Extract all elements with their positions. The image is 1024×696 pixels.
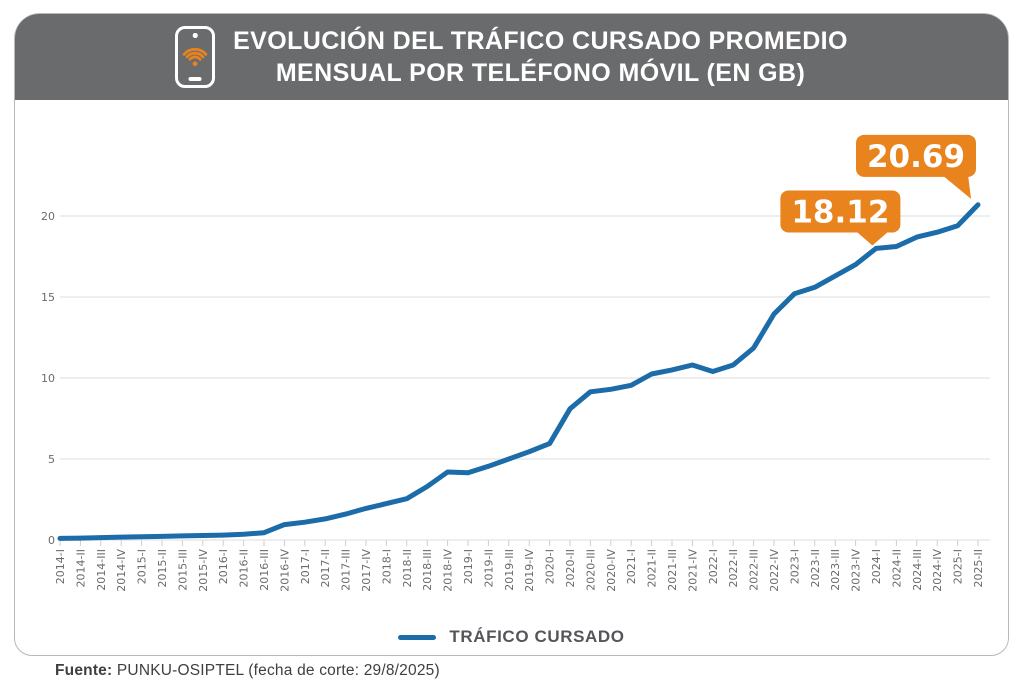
x-axis-label-2014-IV: 2014-IV (115, 549, 128, 592)
y-axis-label-5: 5 (48, 453, 55, 466)
callout-box-2025-II (856, 134, 976, 177)
x-axis-label-2019-II: 2019-II (482, 549, 495, 587)
x-axis-label-2018-III: 2018-III (421, 549, 434, 591)
x-axis-label-2017-III: 2017-III (340, 549, 353, 591)
callout-pointer-2024-II (856, 231, 889, 246)
wifi-icon (182, 47, 208, 67)
x-axis-label-2021-IV: 2021-IV (686, 549, 699, 592)
y-axis-label-20: 20 (41, 210, 55, 223)
x-axis-label-2024-II: 2024-II (890, 549, 903, 587)
x-axis-label-2018-I: 2018-I (380, 549, 393, 584)
x-axis-label-2014-I: 2014-I (54, 549, 67, 584)
x-axis-label-2015-II: 2015-II (156, 549, 169, 587)
source-text: PUNKU-OSIPTEL (fecha de corte: 29/8/2025… (112, 662, 440, 679)
y-axis-label-0: 0 (48, 534, 55, 547)
x-axis-label-2020-III: 2020-III (584, 549, 597, 591)
x-axis-label-2020-IV: 2020-IV (605, 549, 618, 592)
x-axis-label-2018-II: 2018-II (401, 549, 414, 587)
x-axis-label-2023-II: 2023-II (809, 549, 822, 587)
x-axis-label-2017-IV: 2017-IV (360, 549, 373, 592)
phone-wifi-icon (175, 26, 216, 88)
x-axis-label-2020-I: 2020-I (544, 549, 557, 584)
chart-area: 0 5 10 15 20 2014-I 2014-II 2014-III 2014-IV 2015… (15, 100, 1007, 619)
y-axis-label-15: 15 (41, 291, 55, 304)
legend-line-swatch (398, 634, 437, 640)
x-axis-label-2017-I: 2017-I (299, 549, 312, 584)
x-axis-label-2023-IV: 2023-IV (850, 549, 863, 592)
legend-label: TRÁFICO CURSADO (449, 627, 625, 646)
x-axis-label-2025-II: 2025-II (972, 549, 985, 587)
callout-box-2024-II (780, 190, 901, 233)
source-note: Fuente: PUNKU-OSIPTEL (fecha de corte: 2… (55, 662, 440, 680)
x-axis-label-2014-III: 2014-III (95, 549, 108, 591)
x-axis-label-2017-II: 2017-II (319, 549, 332, 587)
x-axis-label-2021-II: 2021-II (646, 549, 659, 587)
x-axis-label-2021-I: 2021-I (625, 549, 638, 584)
traffic-series-line (57, 202, 981, 541)
x-axis-label-2022-III: 2022-III (748, 549, 761, 591)
x-axis-label-2019-I: 2019-I (462, 549, 475, 584)
traffic-line-chart: 0 5 10 15 20 2014-I 2014-II 2014-III 2014-IV 2015… (41, 134, 990, 592)
x-axis-label-2024-III: 2024-III (911, 549, 924, 591)
chart-legend: TRÁFICO CURSADO (15, 619, 1008, 655)
header-banner: EVOLUCIÓN DEL TRÁFICO CURSADO PROMEDIO M… (15, 14, 1008, 100)
chart-title-line2: MENSUAL POR TELÉFONO MÓVIL (EN GB) (275, 59, 806, 87)
chart-title-line1: EVOLUCIÓN DEL TRÁFICO CURSADO PROMEDIO (233, 27, 848, 55)
x-axis-label-2020-II: 2020-II (564, 549, 577, 587)
x-axis-label-2015-I: 2015-I (136, 549, 149, 584)
x-axis-label-2016-IV: 2016-IV (278, 549, 291, 592)
x-axis-label-2023-I: 2023-I (788, 549, 801, 584)
x-axis-label-2015-III: 2015-III (176, 549, 189, 591)
x-axis-label-2024-IV: 2024-IV (931, 549, 944, 592)
x-axis-label-2016-I: 2016-I (217, 549, 230, 584)
x-axis-label-2016-III: 2016-III (258, 549, 271, 591)
source-label: Fuente: (55, 662, 113, 679)
x-axis-label-2023-III: 2023-III (829, 549, 842, 591)
x-axis-label-2019-IV: 2019-IV (523, 549, 536, 592)
x-axis-label-2022-IV: 2022-IV (768, 549, 781, 592)
callout-value-2025-II: 20.69 (867, 139, 965, 175)
x-axis-label-2025-I: 2025-I (952, 549, 965, 584)
infographic-card: EVOLUCIÓN DEL TRÁFICO CURSADO PROMEDIO M… (14, 13, 1009, 656)
x-axis-label-2015-IV: 2015-IV (197, 549, 210, 592)
x-axis-label-2014-II: 2014-II (74, 549, 87, 587)
callout-value-2024-II: 18.12 (791, 194, 889, 230)
x-axis-label-2018-IV: 2018-IV (442, 549, 455, 592)
chart-title: EVOLUCIÓN DEL TRÁFICO CURSADO PROMEDIO M… (233, 25, 848, 89)
x-axis-label-2019-III: 2019-III (503, 549, 516, 591)
x-axis-label-2021-III: 2021-III (666, 549, 679, 591)
y-axis-label-10: 10 (41, 372, 55, 385)
x-axis-label-2022-II: 2022-II (727, 549, 740, 587)
x-axis-label-2022-I: 2022-I (707, 549, 720, 584)
x-axis-label-2024-I: 2024-I (870, 549, 883, 584)
callout-pointer-2025-II (942, 174, 971, 199)
x-axis-label-2016-II: 2016-II (238, 549, 251, 587)
